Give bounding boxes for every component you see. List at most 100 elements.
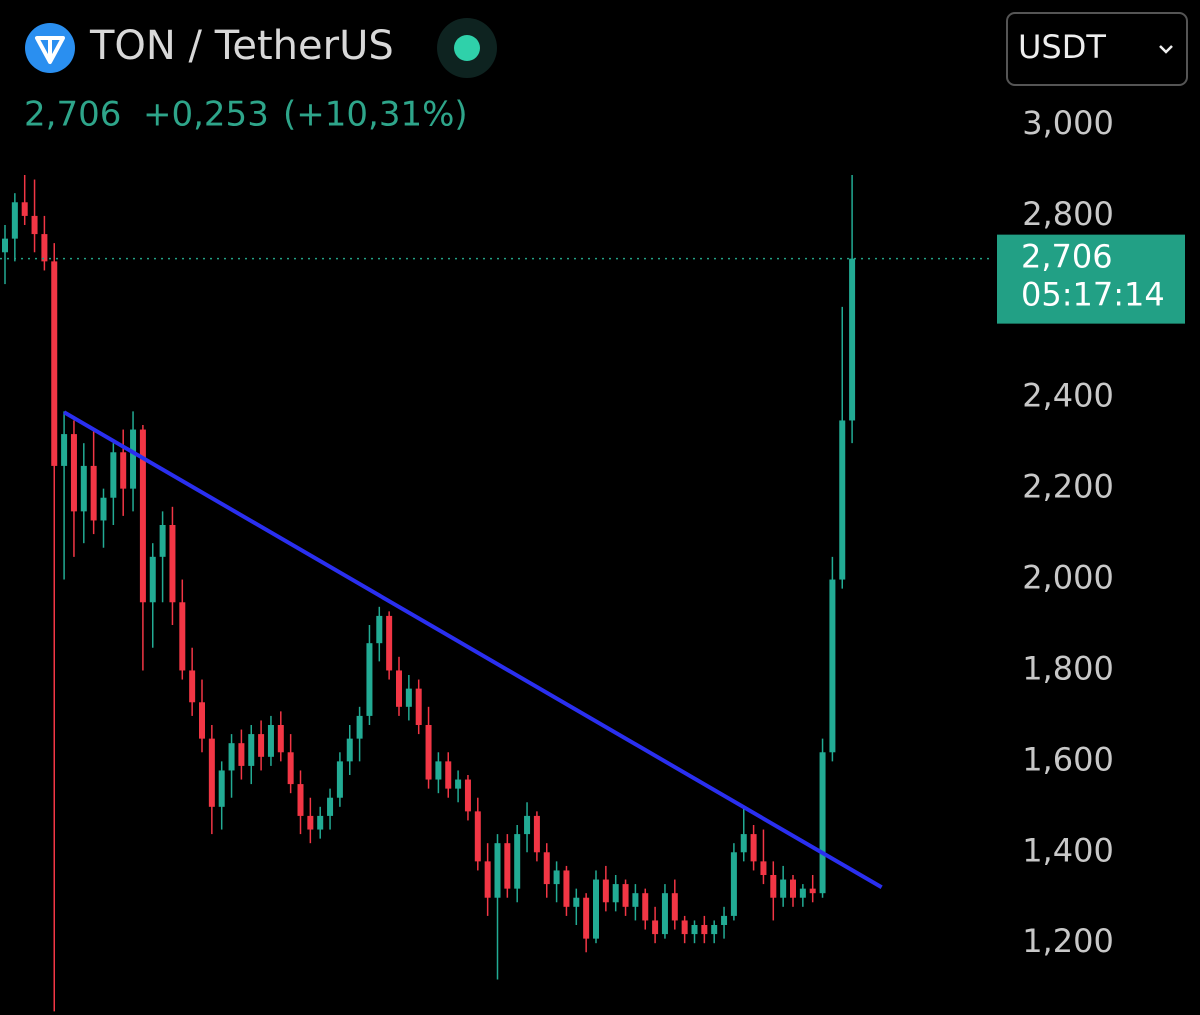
candle-body [208,738,215,807]
header-price: 2,706 [24,95,121,135]
candle-body [189,670,196,703]
candle-body [445,761,452,789]
candle-body [750,834,757,862]
candle-body [819,752,826,894]
y-tick-label: 2,200 [1022,468,1114,506]
candle-body [474,811,481,862]
y-tick-label: 2,400 [1022,377,1114,415]
symbol: TON / TetherUS [89,23,394,69]
candle-body [159,525,166,557]
candle-body [80,465,87,512]
candle-body [248,734,255,766]
candle-body [740,834,747,853]
candle-body [396,670,402,707]
candle-body [730,852,737,916]
candle-body [839,420,846,580]
candle-body [356,715,363,739]
currency-select-label: USDT [1018,28,1106,66]
y-tick-label: 2,800 [1022,195,1114,233]
candle-body [504,843,511,889]
candle-body [307,815,314,830]
candle-body [701,925,708,935]
candle-body [829,579,836,753]
candle-body [642,893,649,921]
candle-body [287,752,294,785]
candle-body [671,893,678,921]
status-dot [454,35,480,61]
candle-body [661,893,668,935]
candle-body [770,875,777,898]
candle-body [327,797,334,816]
candle-body [21,202,28,216]
candle-body [681,920,688,935]
candle-body [336,761,343,798]
candle-body [849,258,856,421]
candle-body [100,497,107,521]
currency-select[interactable] [1006,12,1188,86]
candle-body [297,784,304,816]
candle-body [533,815,540,853]
candle-body [199,702,205,739]
candle-body [228,743,235,771]
candle-body [130,429,137,489]
candle-body [632,893,639,907]
candle-body [346,738,353,762]
candle-body [110,452,117,498]
candle-body [139,429,146,603]
candle-body [691,925,698,935]
candle-body [780,879,787,898]
candle-body [376,615,383,644]
y-tick-label: 2,000 [1022,559,1114,597]
candle-body [258,734,265,757]
dropdown-chevron [1159,45,1173,54]
candle-body [543,852,550,885]
candle-body [435,761,442,780]
candle-body [455,779,462,789]
y-tick-label: 1,800 [1022,649,1114,687]
candle-body [464,779,471,812]
candle-body [494,843,501,898]
candle-body [563,870,570,907]
candle-body [70,434,77,512]
candle-body [711,925,718,935]
y-tick-label: 1,600 [1022,740,1114,778]
candle-body [573,897,580,907]
candle-body [583,897,590,939]
candle-body [277,725,284,753]
candle-body [179,602,186,671]
trendline [63,410,883,890]
candle-body [366,643,373,716]
candle-body [31,215,38,235]
countdown: 05:17:14 [1021,276,1165,314]
last-price-tag [997,234,1185,324]
candle-body [90,465,97,521]
last-price-label: 2,706 [1021,238,1113,276]
y-tick-label: 3,000 [1022,104,1114,142]
header-change: +0,253 [143,95,269,135]
candle-body [415,688,422,725]
candle-body [218,770,225,807]
candle-body [2,238,8,253]
candle-body [386,615,393,671]
candle-body [317,815,324,830]
y-tick-label: 1,400 [1022,831,1114,869]
ton-logo-glyph [35,36,65,64]
candle-body [238,743,245,766]
candle-body [612,884,619,903]
y-tick-label: 1,200 [1022,922,1114,960]
candle-body [524,815,531,835]
candle-body [593,879,599,939]
candle-body [809,888,816,894]
candle-body [267,725,274,757]
candle-body [760,861,767,875]
candle-body [11,202,18,239]
candle-body [120,452,127,489]
header-change-pct: (+10,31%) [283,95,468,135]
plot [2,175,883,1012]
candle-body [514,834,521,889]
candle-body [622,884,629,907]
candle-body [484,861,491,898]
candle-body [652,920,659,935]
candle-body [790,879,796,898]
